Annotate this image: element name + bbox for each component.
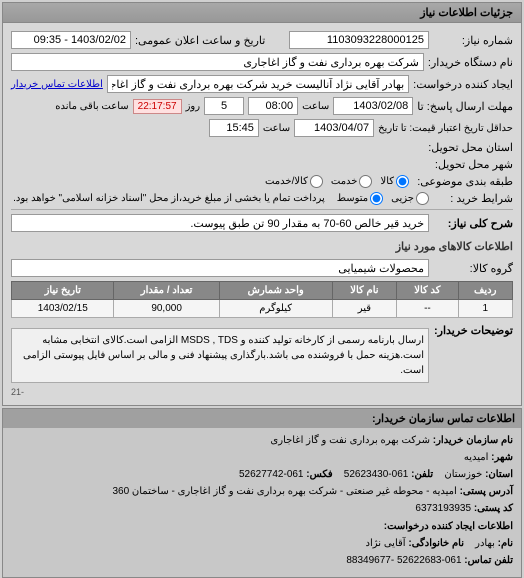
group-input[interactable] <box>11 259 429 277</box>
items-section-title: اطلاعات کالاهای مورد نیاز <box>11 238 513 255</box>
cond-medium-radio[interactable]: متوسط <box>337 192 383 205</box>
content-area: شماره نیاز: تاریخ و ساعت اعلان عمومی: نا… <box>3 23 521 405</box>
info-city: شهر: امیدیه <box>11 451 513 465</box>
purchase-cond-label: شرایط خرید : <box>433 192 513 205</box>
info-postal: کد پستی: 6373193935 <box>11 502 513 516</box>
td-date: 1403/02/15 <box>12 300 114 318</box>
request-number-label: شماره نیاز: <box>433 34 513 47</box>
panel-title: جزئیات اطلاعات نیاز <box>420 7 513 19</box>
purchase-cond-radio-group: جزیی متوسط <box>337 192 429 205</box>
table-row[interactable]: 1 -- قیر کیلوگرم 90,000 1403/02/15 <box>12 300 513 318</box>
info-contact-phone: تلفن تماس: 061-52622683 -88349677 <box>11 554 513 568</box>
creator-input[interactable] <box>107 75 409 93</box>
th-qty: تعداد / مقدار <box>114 282 219 300</box>
response-time-input[interactable] <box>248 97 298 115</box>
info-org: نام سازمان خریدار: شرکت بهره برداری نفت … <box>11 434 513 448</box>
category-label: طبقه بندی موضوعی: <box>413 175 513 188</box>
saat-label-1: ساعت <box>302 101 329 112</box>
countdown-display: 22:17:57 <box>133 99 182 114</box>
buyer-contact-link[interactable]: اطلاعات تماس خریدار <box>11 79 103 90</box>
th-code: کد کالا <box>397 282 458 300</box>
info-address: آدرس پستی: امیدیه - محوطه غیر صنعتی - شر… <box>11 485 513 499</box>
validity-time-input[interactable] <box>209 119 259 137</box>
contact-section-header: اطلاعات تماس سازمان خریدار: <box>3 409 521 428</box>
description-label: شرح کلی نیاز: <box>433 217 513 230</box>
main-panel: جزئیات اطلاعات نیاز شماره نیاز: تاریخ و … <box>2 2 522 406</box>
buyer-org-input[interactable] <box>11 53 424 71</box>
th-row: ردیف <box>458 282 512 300</box>
delivery-city-label: شهر محل تحویل: <box>433 158 513 171</box>
pagination: -21 <box>11 387 513 397</box>
delivery-province-label: استان محل تحویل: <box>428 141 513 154</box>
td-code: -- <box>397 300 458 318</box>
saat-label-2: ساعت <box>263 123 290 134</box>
response-date-input[interactable] <box>333 97 413 115</box>
creator-section-title: اطلاعات ایجاد کننده درخواست: <box>11 520 513 534</box>
group-label: گروه کالا: <box>433 262 513 275</box>
response-deadline-label: مهلت ارسال پاسخ: تا <box>417 100 513 113</box>
validity-label: حداقل تاریخ اعتبار قیمت: تا تاریخ <box>378 123 513 134</box>
announce-datetime-input[interactable] <box>11 31 131 49</box>
days-remaining-input[interactable] <box>204 97 244 115</box>
remaining-label: ساعت باقی مانده <box>55 101 128 112</box>
category-radio-group: کالا خدمت کالا/خدمت <box>265 175 409 188</box>
remarks-label: توضیحات خریدار: <box>433 324 513 337</box>
remarks-box: ارسال بارنامه رسمی از کارخانه تولید کنند… <box>11 328 429 383</box>
th-name: نام کالا <box>332 282 397 300</box>
td-qty: 90,000 <box>114 300 219 318</box>
th-unit: واحد شمارش <box>219 282 332 300</box>
cat-service-radio[interactable]: خدمت <box>331 175 373 188</box>
contact-section: اطلاعات تماس سازمان خریدار: نام سازمان خ… <box>2 408 522 578</box>
cat-goods-service-radio[interactable]: کالا/خدمت <box>265 175 323 188</box>
td-row: 1 <box>458 300 512 318</box>
th-date: تاریخ نیاز <box>12 282 114 300</box>
info-province-phone: استان: خوزستان تلفن: 061-52623430 فکس: 0… <box>11 468 513 482</box>
rooz-label: روز <box>186 101 201 112</box>
cond-note: پرداخت تمام یا بخشی از مبلغ خرید،از محل … <box>13 193 325 204</box>
announce-datetime-label: تاریخ و ساعت اعلان عمومی: <box>135 34 265 47</box>
validity-date-input[interactable] <box>294 119 374 137</box>
info-name: نام: بهادر نام خانوادگی: آقایی نژاد <box>11 537 513 551</box>
items-table: ردیف کد کالا نام کالا واحد شمارش تعداد /… <box>11 281 513 318</box>
description-input[interactable] <box>11 214 429 232</box>
buyer-org-label: نام دستگاه خریدار: <box>428 56 513 69</box>
request-number-input[interactable] <box>289 31 429 49</box>
creator-label: ایجاد کننده درخواست: <box>413 78 513 91</box>
td-unit: کیلوگرم <box>219 300 332 318</box>
panel-header: جزئیات اطلاعات نیاز <box>3 3 521 23</box>
td-name: قیر <box>332 300 397 318</box>
cond-partial-radio[interactable]: جزیی <box>391 192 429 205</box>
cat-goods-radio[interactable]: کالا <box>380 175 409 188</box>
